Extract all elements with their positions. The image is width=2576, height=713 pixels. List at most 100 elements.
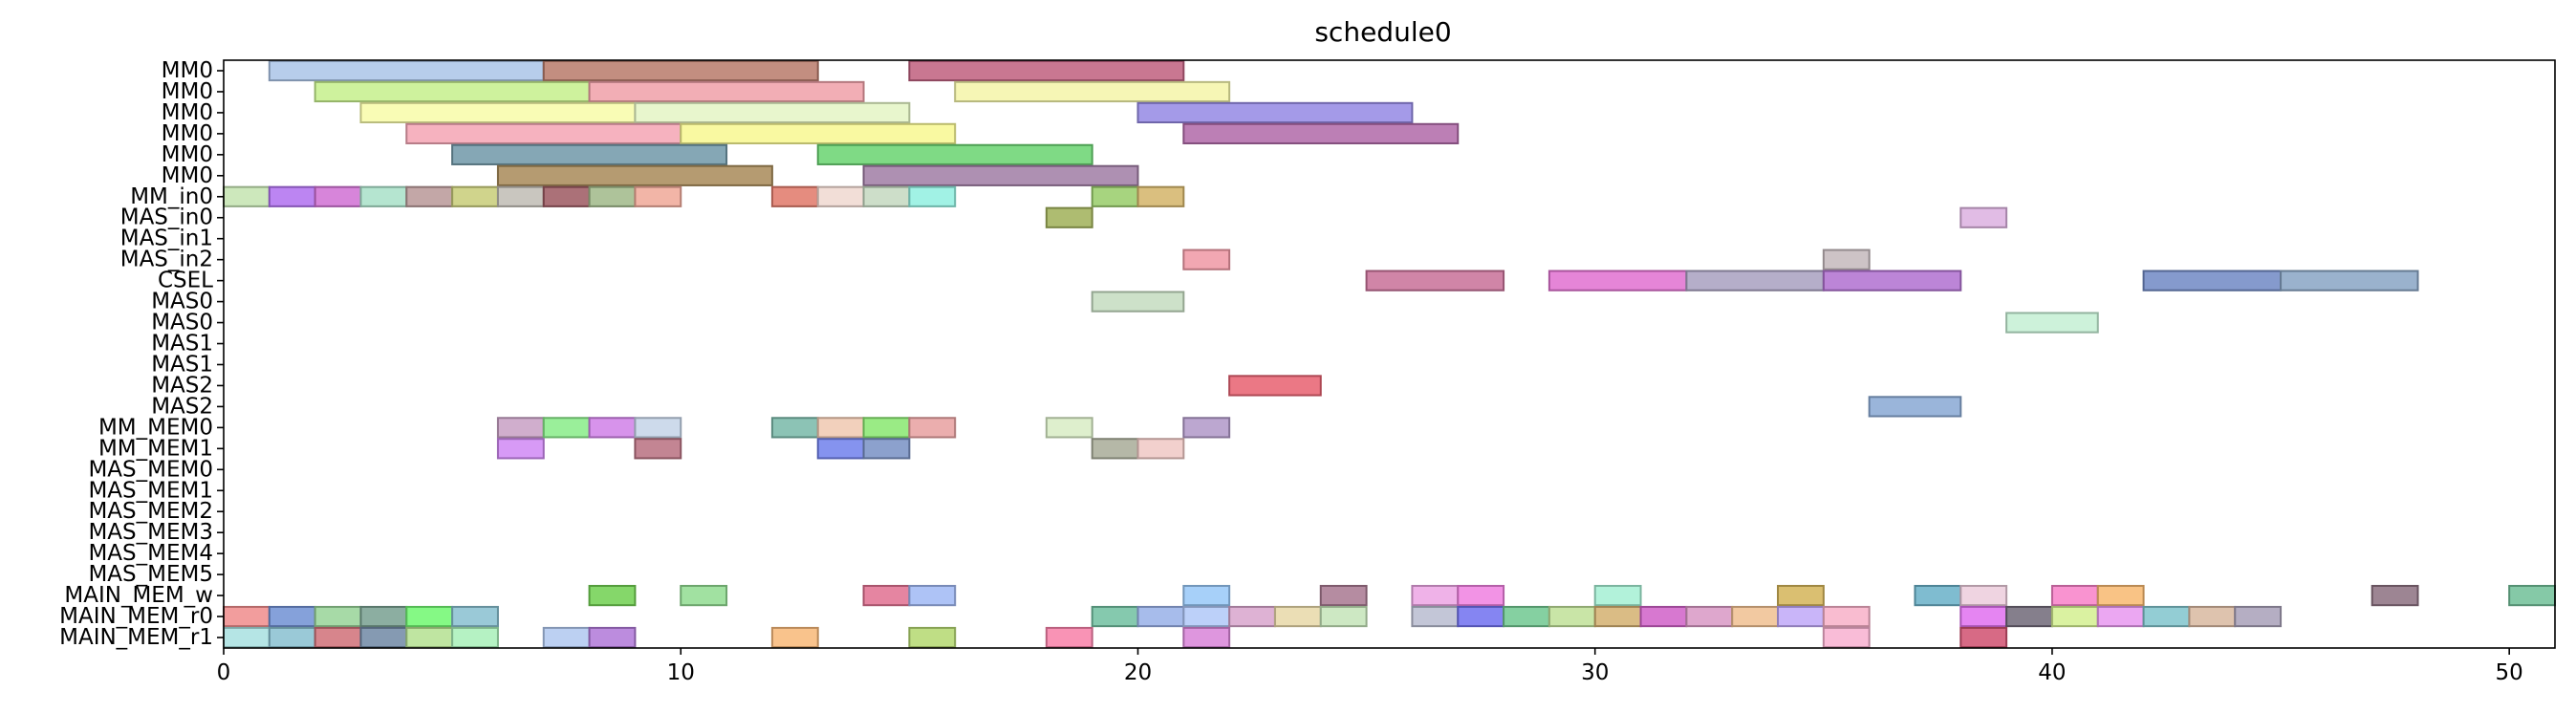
gantt-bar: [1959, 206, 2008, 228]
gantt-bar: [1182, 248, 1231, 270]
gantt-bar: [1228, 375, 1322, 397]
gantt-bar: [1457, 605, 1505, 628]
gantt-bar: [1411, 605, 1460, 628]
gantt-bar: [1045, 206, 1093, 228]
gantt-bar: [451, 185, 499, 207]
gantt-bar: [816, 438, 865, 460]
gantt-bar: [588, 185, 637, 207]
gantt-bar: [542, 59, 819, 82]
gantt-bar: [1548, 270, 1688, 292]
gantt-bar: [1593, 605, 1642, 628]
gantt-bar: [1593, 584, 1642, 607]
gantt-bar: [268, 185, 316, 207]
gantt-bar: [770, 417, 819, 439]
y-tick-label: MM0: [162, 121, 213, 146]
gantt-bar: [268, 626, 316, 649]
x-tick-label: 50: [2496, 660, 2523, 685]
y-tick-label: MAS_in0: [120, 205, 213, 230]
gantt-bar: [1228, 605, 1276, 628]
gantt-bar: [2142, 270, 2283, 292]
gantt-bar: [451, 605, 499, 628]
gantt-bar: [2096, 605, 2145, 628]
y-tick-label: MAS_MEM5: [88, 562, 213, 587]
y-tick-label: MM0: [162, 58, 213, 83]
gantt-bar: [2370, 584, 2419, 607]
gantt-bar: [1045, 626, 1093, 649]
y-tick-label: MAS_MEM2: [88, 499, 213, 524]
gantt-bar: [2050, 584, 2099, 607]
gantt-bar: [1182, 605, 1231, 628]
gantt-bar: [770, 626, 819, 649]
gantt-bar: [1777, 584, 1825, 607]
gantt-bar: [2096, 584, 2145, 607]
gantt-bar: [588, 80, 865, 103]
gantt-bar: [1548, 605, 1596, 628]
y-tick-label: MAS2: [151, 373, 213, 398]
gantt-bar: [1639, 605, 1688, 628]
gantt-bar: [770, 185, 819, 207]
y-tick-label: MM_in0: [130, 184, 213, 209]
gantt-bar: [1091, 605, 1139, 628]
y-tick-label: MAIN_MEM_w: [64, 583, 213, 608]
gantt-bar: [908, 185, 957, 207]
gantt-bar: [634, 185, 682, 207]
gantt-bar: [634, 417, 682, 439]
gantt-bar: [542, 417, 591, 439]
gantt-bar: [314, 185, 362, 207]
gantt-bar: [2050, 605, 2099, 628]
gantt-bar: [588, 584, 637, 607]
gantt-bar: [954, 80, 1231, 103]
gantt-bar: [1182, 122, 1460, 144]
gantt-bar: [588, 417, 637, 439]
y-tick-label: MAS2: [151, 394, 213, 419]
gantt-bar: [680, 122, 957, 144]
gantt-bar: [2234, 605, 2283, 628]
x-axis: 0 10 20 30 40 50: [217, 648, 2523, 685]
y-tick-label: MAS_MEM4: [88, 541, 213, 566]
gantt-bar: [816, 143, 1093, 165]
gantt-bar: [862, 185, 911, 207]
y-tick-label: MM0: [162, 79, 213, 104]
gantt-bar: [1182, 626, 1231, 649]
y-tick-label: MAIN_MEM_r0: [59, 604, 213, 629]
x-tick-label: 10: [667, 660, 695, 685]
y-tick-label: MAS0: [151, 311, 213, 335]
gantt-bar: [1959, 584, 2008, 607]
gantt-bar: [816, 185, 865, 207]
gantt-bar: [223, 605, 271, 628]
gantt-bar: [1136, 605, 1185, 628]
gantt-bar: [1685, 270, 1825, 292]
plot-frame: [223, 59, 2556, 649]
gantt-bar: [2142, 605, 2191, 628]
gantt-bar: [1091, 438, 1139, 460]
x-tick-label: 30: [1581, 660, 1609, 685]
gantt-bar: [314, 626, 362, 649]
gantt-bar: [1319, 605, 1368, 628]
gantt-bar: [542, 185, 591, 207]
gantt-bar: [223, 185, 271, 207]
y-tick-label: MAIN_MEM_r1: [59, 625, 213, 650]
y-tick-label: MAS_MEM3: [88, 520, 213, 545]
gantt-bar: [496, 164, 773, 186]
y-tick-label: MM0: [162, 163, 213, 188]
gantt-bar: [359, 626, 408, 649]
gantt-bar: [1182, 417, 1231, 439]
gantt-bar: [405, 185, 454, 207]
y-tick-label: CSEL: [158, 269, 213, 293]
gantt-bar: [451, 143, 728, 165]
gantt-bar: [1503, 605, 1550, 628]
y-tick-label: MM_MEM1: [98, 436, 213, 461]
gantt-bar: [2280, 270, 2419, 292]
y-tick-label: MAS_in1: [120, 227, 213, 251]
y-tick-label: MM0: [162, 100, 213, 125]
gantt-bar: [908, 584, 957, 607]
gantt-bar: [1136, 101, 1414, 124]
gantt-bar: [862, 164, 1139, 186]
gantt-bar: [1959, 605, 2008, 628]
gantt-bar: [314, 605, 362, 628]
gantt-bar: [1868, 396, 1962, 418]
gantt-bar: [496, 417, 545, 439]
gantt-bar: [451, 626, 499, 649]
x-tick-label: 40: [2038, 660, 2066, 685]
gantt-bar: [1822, 626, 1871, 649]
